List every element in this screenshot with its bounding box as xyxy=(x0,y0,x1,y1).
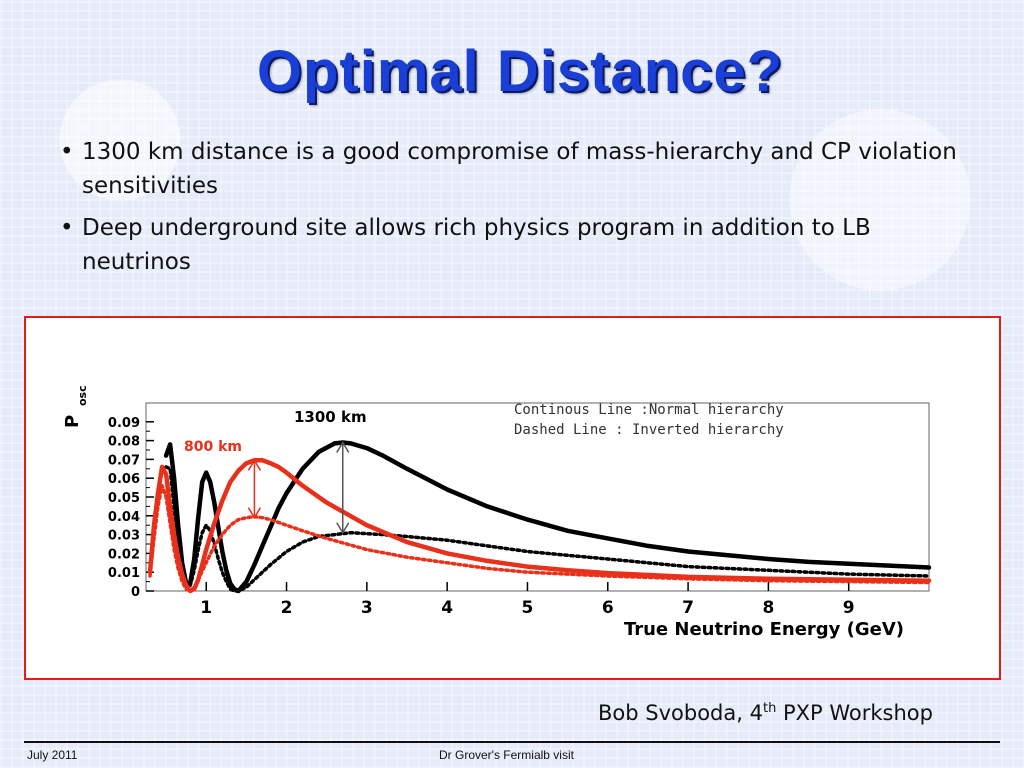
series-line-800km-normal xyxy=(147,458,932,594)
bullet-item: • Deep underground site allows rich phys… xyxy=(60,211,970,279)
y-tick-label: 0.06 xyxy=(108,472,140,487)
footer-date: July 2011 xyxy=(27,748,78,762)
bullet-text: Deep underground site allows rich physic… xyxy=(82,215,871,275)
gap-arrow-1300km-head-up xyxy=(336,441,350,453)
y-tick-label: 0.04 xyxy=(108,510,140,525)
credit-prefix: Bob Svoboda, 4 xyxy=(598,701,763,725)
bullet-text: 1300 km distance is a good compromise of… xyxy=(82,139,957,199)
credit-suffix: PXP Workshop xyxy=(776,701,933,725)
gap-arrow-800km-head-up xyxy=(247,458,262,471)
gap-arrow-1300km-head-down xyxy=(336,522,350,535)
series-line-1300km-normal xyxy=(163,440,932,594)
x-tick-label: 5 xyxy=(522,598,534,618)
oscillation-chart: 0 0.01 0.02 0.03 0.04 0.05 0.06 0.07 0.08 0.09 1 2 3… xyxy=(62,385,932,640)
slide-title: Optimal Distance? xyxy=(256,39,784,104)
footer-center-text: Dr Grover's Fermialb visit xyxy=(439,748,574,762)
annotation-800km: 800 km xyxy=(184,439,242,455)
credit-superscript: th xyxy=(762,701,777,716)
y-tick-label: 0.07 xyxy=(108,453,140,468)
y-axis-label-subscript: osc xyxy=(76,385,89,406)
series-line-800km-inverted xyxy=(148,483,931,593)
bullet-item: • 1300 km distance is a good compromise … xyxy=(60,135,970,203)
y-tick-label: 0.08 xyxy=(108,435,140,450)
chart-frame: 0 0.01 0.02 0.03 0.04 0.05 0.06 0.07 0.08 0.09 1 2 3… xyxy=(24,316,1001,680)
series-line-1300km-inverted xyxy=(164,465,931,593)
y-tick-label: 0.09 xyxy=(108,416,140,431)
bullet-list: • 1300 km distance is a good compromise … xyxy=(60,135,970,287)
annotation-1300km: 1300 km xyxy=(294,408,367,426)
y-axis-label: P xyxy=(62,415,83,428)
gap-arrow-800km-head-down xyxy=(247,507,262,520)
x-axis-label: True Neutrino Energy (GeV) xyxy=(624,619,904,640)
x-tick-label: 7 xyxy=(682,598,694,618)
x-tick-label: 6 xyxy=(602,598,614,618)
author-credit: Bob Svoboda, 4th PXP Workshop xyxy=(598,701,933,725)
chart-series xyxy=(147,440,932,594)
y-tick-label: 0.05 xyxy=(108,491,140,506)
x-tick-label: 8 xyxy=(762,598,774,618)
x-tick-label: 2 xyxy=(281,598,293,618)
legend-text-normal: Continous Line :Normal hierarchy xyxy=(514,402,784,418)
chart-axes: 0 0.01 0.02 0.03 0.04 0.05 0.06 0.07 0.08 0.09 1 2 3… xyxy=(108,402,930,618)
bullet-dot-icon: • xyxy=(60,215,74,241)
y-tick-label: 0.03 xyxy=(108,529,140,544)
x-tick-label: 3 xyxy=(361,598,373,618)
x-tick-label: 9 xyxy=(843,598,855,618)
footer-divider xyxy=(24,741,1000,743)
y-tick-label: 0 xyxy=(131,585,140,600)
x-tick-label: 1 xyxy=(200,598,212,618)
bullet-dot-icon: • xyxy=(60,139,74,165)
y-tick-label: 0.02 xyxy=(108,547,140,562)
y-tick-label: 0.01 xyxy=(108,566,140,581)
chart-annotations xyxy=(247,441,350,535)
x-tick-label: 4 xyxy=(441,598,453,618)
legend-text-inverted: Dashed Line : Inverted hierarchy xyxy=(514,422,784,438)
